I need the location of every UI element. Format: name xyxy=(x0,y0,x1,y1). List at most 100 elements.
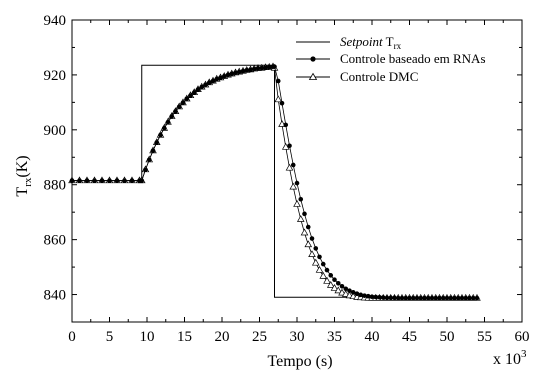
rna-point xyxy=(225,72,231,78)
rna-point xyxy=(392,295,397,301)
rna-point xyxy=(410,295,416,301)
rna-point xyxy=(266,64,272,70)
rna-point xyxy=(169,114,175,119)
dmc-point xyxy=(323,276,331,284)
rna-point xyxy=(347,288,352,294)
rna-point xyxy=(463,295,469,301)
legend-label-setpoint: Setpoint Trx xyxy=(340,34,402,51)
x-tick-label: 10 xyxy=(140,329,155,345)
dmc-point xyxy=(315,265,324,273)
dmc-point xyxy=(300,228,309,236)
rna-point xyxy=(377,294,382,300)
rna-point xyxy=(452,295,457,301)
rna-point xyxy=(263,65,268,70)
y-axis-title: Trx(K) xyxy=(14,155,34,196)
rna-point xyxy=(298,196,304,202)
rna-point xyxy=(467,295,472,301)
dmc-point xyxy=(338,288,346,296)
rna-point xyxy=(248,67,253,72)
rna-point xyxy=(388,295,394,301)
rna-point xyxy=(403,295,409,301)
rna-point xyxy=(317,254,322,260)
dmc-point xyxy=(304,240,313,248)
rna-point xyxy=(176,104,182,110)
rna-point xyxy=(384,295,390,301)
legend-label-setpoint-sub: rx xyxy=(394,41,402,51)
rna-point xyxy=(422,295,427,301)
rna-point xyxy=(433,295,439,301)
rna-point xyxy=(414,295,420,301)
rna-point xyxy=(236,69,242,75)
rna-point xyxy=(429,295,435,301)
rna-point xyxy=(69,178,75,183)
rna-point xyxy=(373,294,379,300)
rna-point xyxy=(275,78,281,84)
dmc-point xyxy=(308,250,316,258)
y-axis-title-sub: rx xyxy=(22,177,34,187)
rna-point xyxy=(343,286,349,292)
rna-point xyxy=(146,157,152,163)
rna-point xyxy=(122,178,127,183)
rna-point xyxy=(206,80,212,85)
rna-point xyxy=(290,162,296,168)
x-axis-ticks: 0 5 10 15 20 25 30 35 40 45 50 55 60 xyxy=(68,20,530,345)
rna-point xyxy=(244,67,250,73)
rna-point xyxy=(255,66,261,71)
rna-point xyxy=(259,65,265,71)
legend-label-dmc: Controle DMC xyxy=(340,69,418,84)
rna-point xyxy=(195,87,201,92)
rna-point xyxy=(77,178,82,183)
rna-point xyxy=(365,293,371,299)
legend-label-setpoint-main: T xyxy=(383,34,394,49)
dmc-point xyxy=(293,200,301,207)
dmc-point xyxy=(334,286,343,294)
legend-marker-rna xyxy=(310,56,316,62)
y-tick-label: 920 xyxy=(44,68,67,84)
dmc-point xyxy=(274,95,283,103)
x-tick-label: 30 xyxy=(290,329,305,345)
rna-point xyxy=(407,295,412,301)
rna-point xyxy=(380,295,386,300)
rna-point xyxy=(139,178,145,183)
series-layer xyxy=(68,62,481,301)
rna-point xyxy=(184,96,190,102)
legend-label-setpoint-italic: Setpoint xyxy=(340,34,383,49)
x-tick-label: 25 xyxy=(252,329,267,345)
rna-point xyxy=(354,291,360,297)
rna-point xyxy=(173,109,178,114)
rna-point xyxy=(437,295,442,301)
rna-point xyxy=(161,125,167,131)
y-tick-label: 940 xyxy=(44,13,67,29)
rna-point xyxy=(358,292,364,298)
rna-point xyxy=(199,84,205,90)
rna-point xyxy=(455,295,461,301)
rna-point xyxy=(305,224,311,230)
rna-point xyxy=(448,295,454,301)
x-axis-multiplier-exponent: 3 xyxy=(521,348,527,360)
rna-point xyxy=(320,261,326,267)
x-axis-title: Tempo (s) xyxy=(267,353,332,370)
rna-point xyxy=(92,178,97,183)
rna-point xyxy=(418,295,424,301)
legend: Setpoint Trx Controle baseado em RNAs Co… xyxy=(296,34,486,84)
x-tick-label: 45 xyxy=(402,329,417,345)
rna-point xyxy=(474,295,480,301)
legend-label-rna: Controle baseado em RNAs xyxy=(340,51,486,66)
rna-point xyxy=(114,178,120,183)
rna-point xyxy=(210,78,216,84)
dmc-point xyxy=(319,271,328,279)
rna-point xyxy=(165,119,171,125)
rna-point xyxy=(129,178,135,183)
y-tick-label: 900 xyxy=(44,123,67,139)
rna-point xyxy=(107,178,112,183)
rna-point xyxy=(221,73,227,79)
x-tick-label: 0 xyxy=(68,329,76,345)
rna-point xyxy=(180,100,186,105)
rna-point xyxy=(99,178,105,183)
rna-point xyxy=(191,90,197,95)
dmc-point xyxy=(311,258,320,266)
x-tick-label: 50 xyxy=(440,329,455,345)
rna-point xyxy=(362,293,367,298)
rna-point xyxy=(350,290,356,295)
rna-point xyxy=(143,167,148,172)
